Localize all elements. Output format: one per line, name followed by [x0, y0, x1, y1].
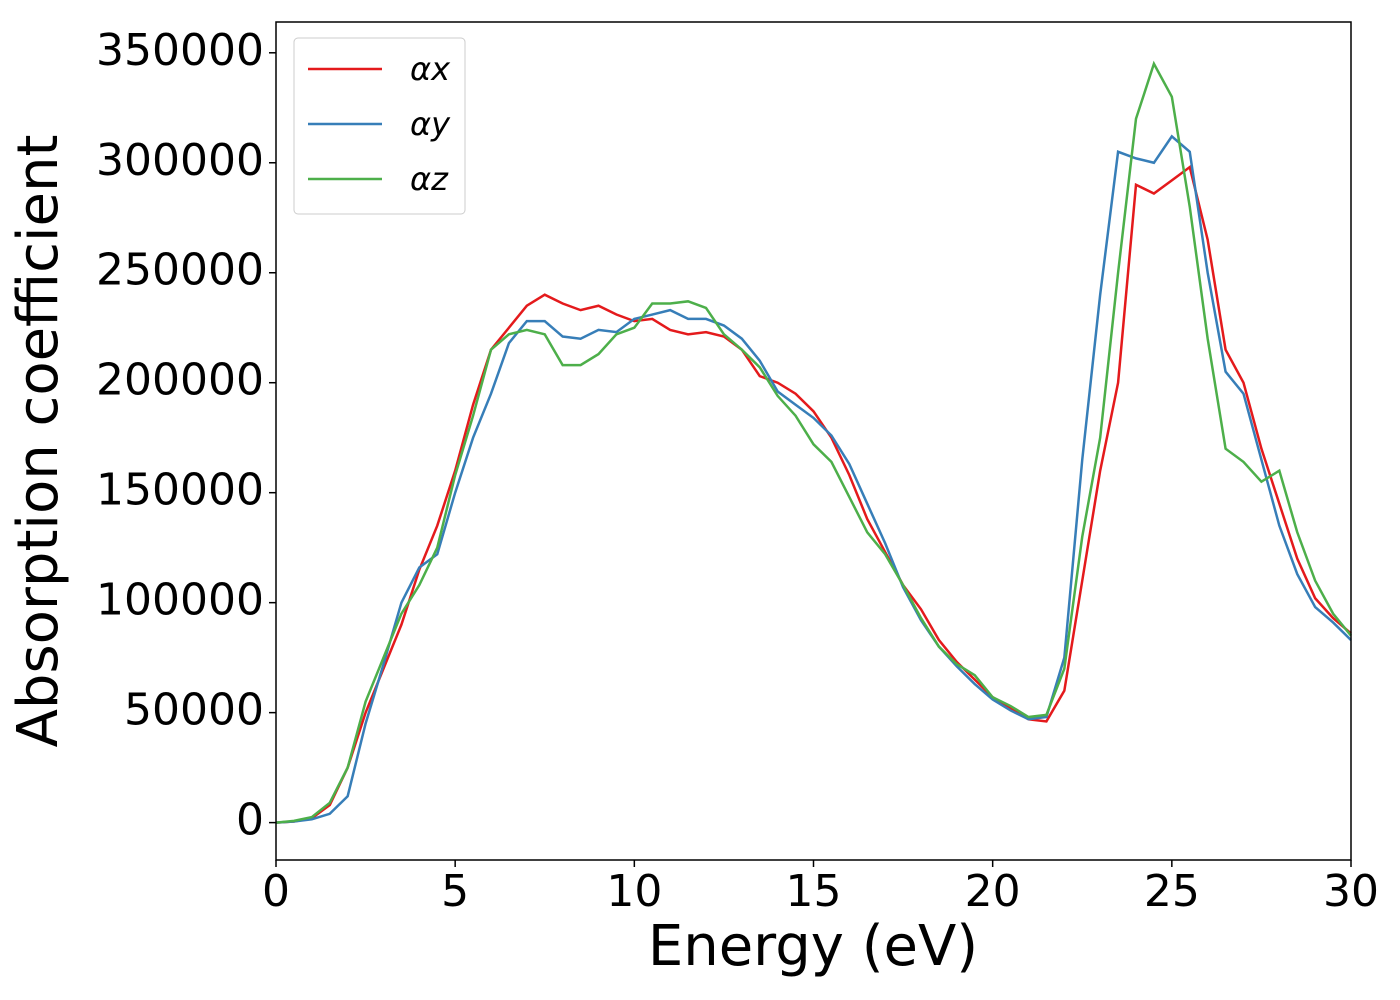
x-tick-label: 0 [262, 866, 290, 917]
legend-label: αz [410, 160, 449, 198]
y-tick-label: 200000 [96, 355, 264, 406]
legend: αx αy αz [293, 37, 466, 215]
x-tick-label: 20 [965, 866, 1021, 917]
y-tick-label: 350000 [96, 25, 264, 76]
x-axis-label: Energy (eV) [648, 914, 978, 979]
x-tick-label: 25 [1144, 866, 1200, 917]
y-tick-label: 0 [236, 795, 264, 846]
x-tick-label: 10 [606, 866, 662, 917]
x-tick-label: 30 [1323, 866, 1379, 917]
y-tick-label: 300000 [96, 135, 264, 186]
legend-label: αy [410, 105, 451, 143]
legend-box [293, 37, 466, 215]
legend-label: αx [410, 50, 451, 88]
y-tick-label: 150000 [96, 465, 264, 516]
x-tick-label: 5 [441, 866, 469, 917]
y-tick-label: 250000 [96, 245, 264, 296]
x-tick-label: 15 [786, 866, 842, 917]
data-line [275, 60, 1352, 824]
y-axis-label: Absorption coefficient [6, 135, 71, 748]
plot-frame [275, 21, 1352, 861]
data-line [275, 134, 1352, 824]
y-tick-label: 100000 [96, 575, 264, 626]
y-tick-label: 50000 [124, 685, 264, 736]
data-line [275, 165, 1352, 824]
